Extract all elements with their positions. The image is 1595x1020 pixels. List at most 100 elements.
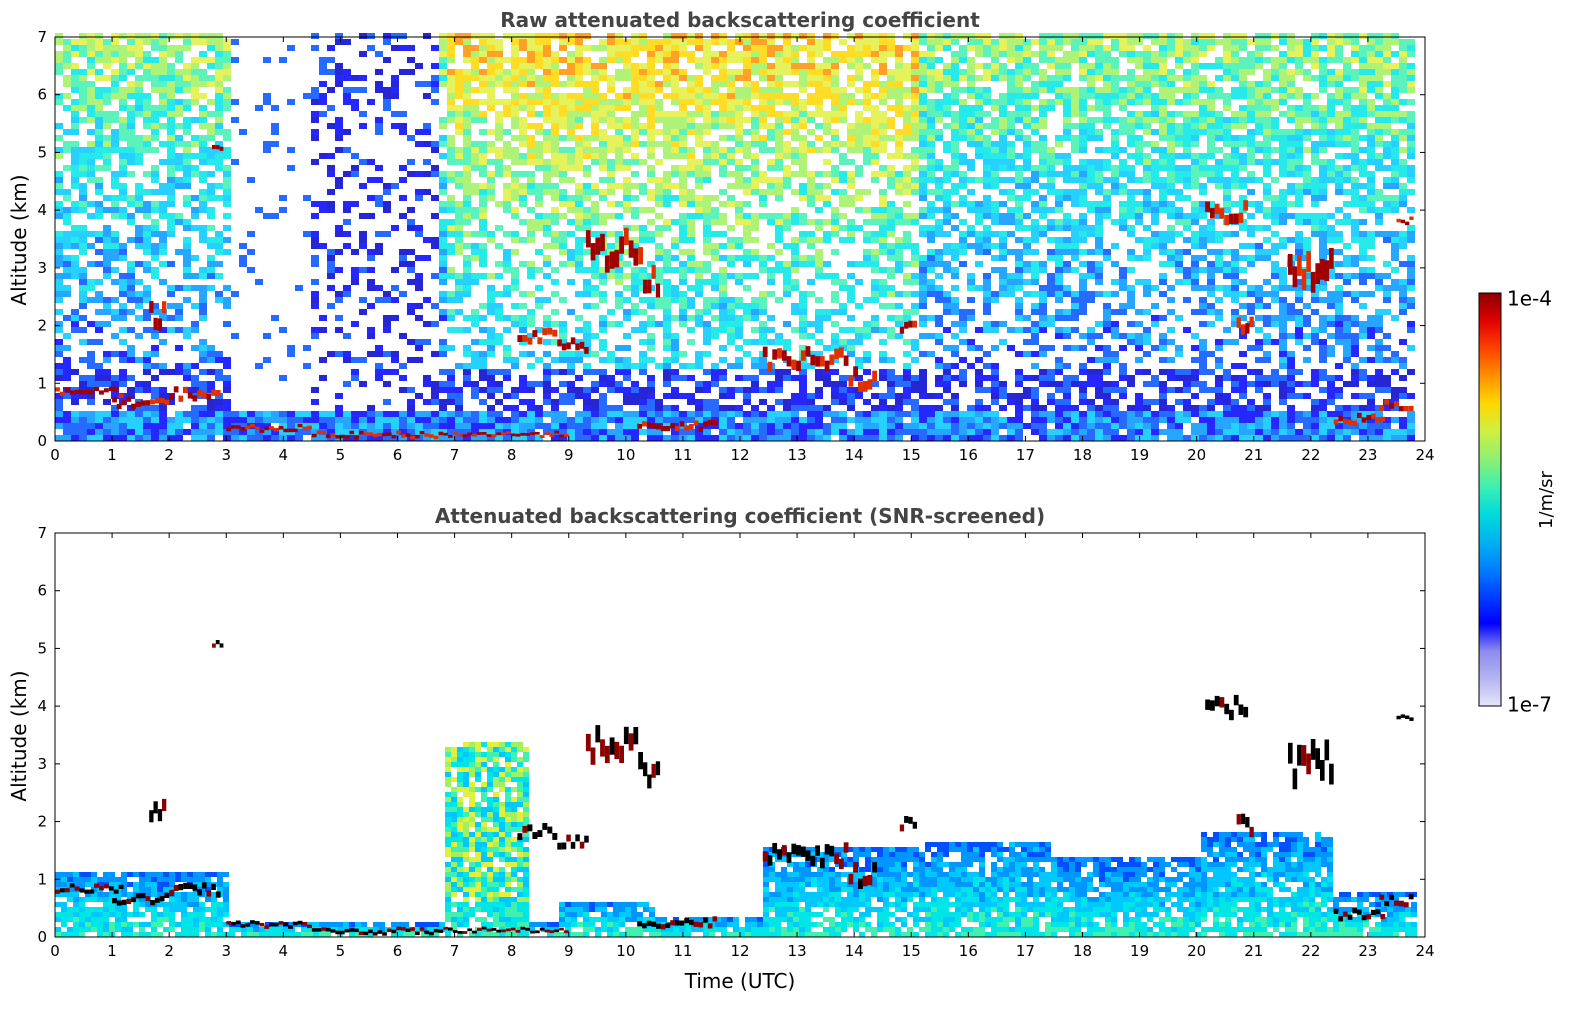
x-tick-label: 2 xyxy=(164,446,174,464)
x-tick-label: 8 xyxy=(507,446,517,464)
x-tick-label: 24 xyxy=(1415,942,1434,960)
x-tick-label: 14 xyxy=(845,446,864,464)
cloud-layer xyxy=(585,725,643,770)
cloud-layer xyxy=(212,640,224,648)
panel-raw-title: Raw attenuated backscattering coefficien… xyxy=(500,8,980,32)
cloud-layer xyxy=(112,892,170,906)
x-tick-label: 1 xyxy=(107,446,117,464)
y-tick-label: 0 xyxy=(37,928,47,946)
y-tick-label: 7 xyxy=(37,524,47,542)
cloud-layer xyxy=(848,366,877,392)
x-tick-label: 4 xyxy=(279,446,289,464)
x-tick-label: 23 xyxy=(1358,942,1377,960)
cloud-layer xyxy=(1333,412,1386,426)
panel-raw: Raw attenuated backscattering coefficien… xyxy=(7,8,1435,464)
x-tick-label: 9 xyxy=(564,446,574,464)
panel-screened: Attenuated backscattering coefficient (S… xyxy=(7,504,1435,993)
y-tick-label: 1 xyxy=(37,870,47,888)
cloud-layer xyxy=(848,862,877,889)
y-tick-label: 2 xyxy=(37,317,47,335)
colorbar-max-label: 1e-4 xyxy=(1507,287,1552,311)
x-tick-label: 7 xyxy=(450,446,460,464)
cloud-layer xyxy=(112,396,170,410)
colorbar: 1e-4 1e-7 1/m/sr xyxy=(1478,287,1557,717)
x-tick-label: 0 xyxy=(50,942,60,960)
y-tick-label: 5 xyxy=(37,143,47,161)
x-tick-label: 14 xyxy=(845,942,864,960)
x-tick-label: 3 xyxy=(221,446,231,464)
panel-screened-plot-area: 0 1 2 3 4 5 6 7 8 9 10 11 12 13 14 15 16 17 18 19 20 21 22 23 24… xyxy=(37,524,1434,960)
x-tick-label: 17 xyxy=(1016,446,1035,464)
cloud-layer xyxy=(899,320,917,334)
x-tick-label: 21 xyxy=(1244,446,1263,464)
y-tick-label: 6 xyxy=(37,86,47,104)
cloud-layer xyxy=(443,430,569,438)
x-tick-label: 5 xyxy=(336,446,346,464)
x-tick-label: 0 xyxy=(50,446,60,464)
cloud-layer xyxy=(557,834,589,850)
cloud-layer xyxy=(149,300,167,331)
x-tick-label: 5 xyxy=(336,942,346,960)
x-tick-label: 12 xyxy=(730,942,749,960)
cloud-layer xyxy=(643,761,661,789)
x-tick-label: 18 xyxy=(1073,446,1092,464)
x-tick-label: 23 xyxy=(1358,446,1377,464)
y-tick-label: 2 xyxy=(37,813,47,831)
x-tick-label: 12 xyxy=(730,446,749,464)
colorbar-min-label: 1e-7 xyxy=(1507,693,1552,717)
y-tick-label: 3 xyxy=(37,259,47,277)
cloud-layer xyxy=(899,816,917,832)
x-tick-label: 19 xyxy=(1130,942,1149,960)
x-tick-label: 15 xyxy=(902,942,921,960)
cloud-layer xyxy=(517,327,558,345)
x-tick-label: 20 xyxy=(1187,942,1206,960)
x-tick-label: 15 xyxy=(902,446,921,464)
x-tick-label: 7 xyxy=(450,942,460,960)
x-tick-label: 11 xyxy=(673,942,692,960)
x-tick-label: 13 xyxy=(788,446,807,464)
colorbar-label: 1/m/sr xyxy=(1536,470,1557,528)
colorbar-gradient xyxy=(1478,292,1502,707)
y-tick-label: 0 xyxy=(37,432,47,450)
x-tick-label: 19 xyxy=(1130,446,1149,464)
cloud-layer xyxy=(311,430,444,440)
cloud-layer xyxy=(1288,739,1334,790)
cloud-layer xyxy=(1379,894,1414,908)
y-tick-label: 5 xyxy=(37,639,47,657)
cloud-layer xyxy=(169,386,221,402)
cloud-layer xyxy=(1396,216,1414,226)
y-tick-label: 6 xyxy=(37,582,47,600)
x-tick-label: 6 xyxy=(393,446,403,464)
cloud-layer xyxy=(557,337,589,354)
x-tick-label: 20 xyxy=(1187,446,1206,464)
x-tick-label: 21 xyxy=(1244,942,1263,960)
x-tick-label: 22 xyxy=(1301,942,1320,960)
x-tick-label: 13 xyxy=(788,942,807,960)
cloud-layer xyxy=(226,423,312,433)
x-tick-label: 1 xyxy=(107,942,117,960)
cloud-layer xyxy=(443,926,569,934)
cloud-layer xyxy=(55,386,124,398)
cloud-layer xyxy=(311,926,444,936)
cloud-layer xyxy=(55,883,124,894)
cloud-layer xyxy=(226,920,312,929)
panel-raw-plot-area: 0 1 2 3 4 5 6 7 8 9 10 11 12 13 14 15 16 17 18 19 20 21 22 23 24… xyxy=(37,28,1434,464)
y-tick-label: 1 xyxy=(37,374,47,392)
x-tick-label: 6 xyxy=(393,942,403,960)
x-tick-label: 22 xyxy=(1301,446,1320,464)
cloud-layer xyxy=(643,264,661,298)
x-tick-label: 2 xyxy=(164,942,174,960)
x-tick-label: 3 xyxy=(221,942,231,960)
cloud-layer xyxy=(585,227,643,273)
y-tick-label: 4 xyxy=(37,697,47,715)
cloud-layer xyxy=(1236,316,1254,335)
cloud-layer xyxy=(1333,908,1386,922)
cloud-layer xyxy=(1396,714,1414,721)
panel-screened-y-axis-label: Altitude (km) xyxy=(7,670,31,801)
x-tick-label: 24 xyxy=(1415,446,1434,464)
panel-screened-title: Attenuated backscattering coefficient (S… xyxy=(435,504,1045,528)
cloud-layer xyxy=(169,882,221,898)
x-tick-label: 16 xyxy=(959,446,978,464)
backscatter-field xyxy=(55,33,1415,441)
